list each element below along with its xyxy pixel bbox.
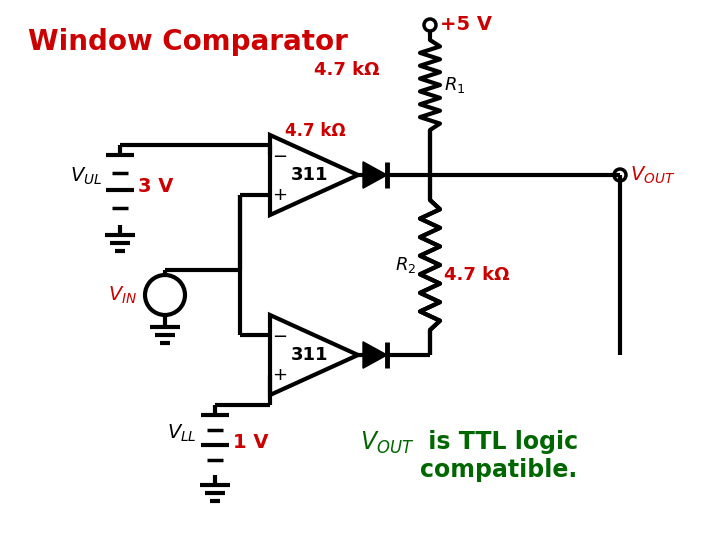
Text: 311: 311 xyxy=(291,346,328,364)
Text: 3 V: 3 V xyxy=(138,177,174,196)
Text: 1 V: 1 V xyxy=(233,433,269,451)
Text: $R_1$: $R_1$ xyxy=(444,75,465,95)
Text: $V_{OUT}$: $V_{OUT}$ xyxy=(360,430,415,456)
Polygon shape xyxy=(363,342,387,368)
Text: $V_{IN}$: $V_{IN}$ xyxy=(108,285,137,306)
Text: $-$: $-$ xyxy=(272,146,287,164)
Text: +5 V: +5 V xyxy=(440,16,492,35)
Text: $R_2$: $R_2$ xyxy=(395,255,416,275)
Text: 4.7 kΩ: 4.7 kΩ xyxy=(315,61,380,79)
Text: $+$: $+$ xyxy=(272,186,287,204)
Text: $-$: $-$ xyxy=(272,326,287,344)
Text: 311: 311 xyxy=(291,166,328,184)
Text: $V_{LL}$: $V_{LL}$ xyxy=(167,422,197,444)
Text: $V_{UL}$: $V_{UL}$ xyxy=(70,165,102,187)
Text: Window Comparator: Window Comparator xyxy=(28,28,348,56)
Text: 4.7 kΩ: 4.7 kΩ xyxy=(285,122,346,140)
Polygon shape xyxy=(363,162,387,188)
Text: $+$: $+$ xyxy=(272,366,287,384)
Text: 4.7 kΩ: 4.7 kΩ xyxy=(444,266,510,284)
Text: $V_{OUT}$: $V_{OUT}$ xyxy=(630,164,675,186)
Text: is TTL logic
compatible.: is TTL logic compatible. xyxy=(420,430,578,482)
